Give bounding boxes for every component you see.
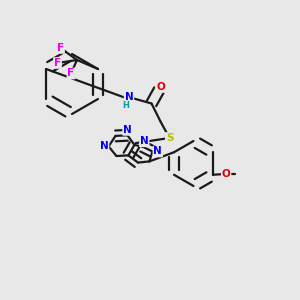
Text: N: N	[140, 136, 149, 146]
Text: N: N	[123, 125, 132, 135]
Text: O: O	[222, 169, 231, 179]
Text: F: F	[54, 58, 61, 68]
Text: F: F	[57, 43, 64, 53]
Text: H: H	[123, 101, 129, 110]
Text: F: F	[68, 68, 74, 79]
Text: S: S	[166, 133, 173, 143]
Text: N: N	[100, 141, 109, 152]
Text: N: N	[124, 92, 134, 103]
Text: O: O	[156, 82, 165, 92]
Text: N: N	[153, 146, 162, 157]
